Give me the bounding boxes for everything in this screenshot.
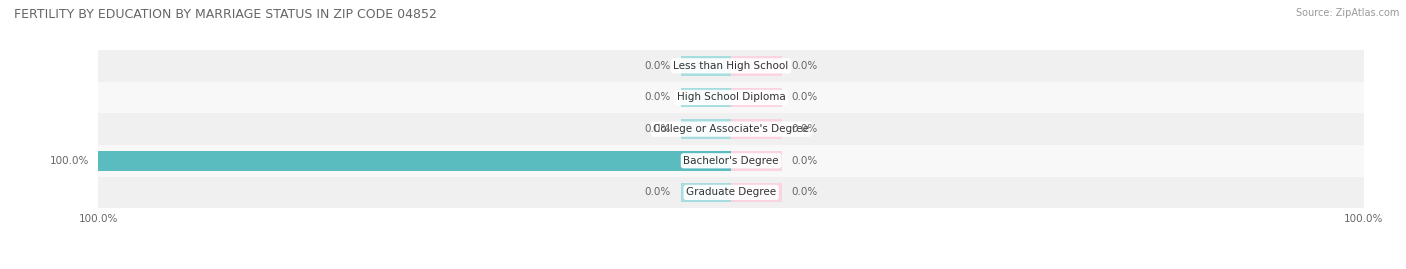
Text: 0.0%: 0.0%: [645, 61, 671, 71]
Text: College or Associate's Degree: College or Associate's Degree: [654, 124, 808, 134]
Text: Bachelor's Degree: Bachelor's Degree: [683, 156, 779, 166]
Bar: [681, 56, 731, 76]
Text: Graduate Degree: Graduate Degree: [686, 187, 776, 197]
Bar: [731, 183, 782, 202]
Bar: [731, 56, 782, 76]
Text: 0.0%: 0.0%: [792, 61, 817, 71]
Text: Source: ZipAtlas.com: Source: ZipAtlas.com: [1295, 8, 1399, 18]
Text: Less than High School: Less than High School: [673, 61, 789, 71]
Text: 0.0%: 0.0%: [645, 187, 671, 197]
Bar: [681, 183, 731, 202]
Bar: [98, 82, 1364, 113]
Text: 0.0%: 0.0%: [792, 187, 817, 197]
Text: 0.0%: 0.0%: [792, 156, 817, 166]
Bar: [98, 50, 1364, 82]
Bar: [98, 151, 731, 171]
Text: 0.0%: 0.0%: [792, 124, 817, 134]
Bar: [731, 151, 782, 171]
Text: FERTILITY BY EDUCATION BY MARRIAGE STATUS IN ZIP CODE 04852: FERTILITY BY EDUCATION BY MARRIAGE STATU…: [14, 8, 437, 21]
Text: 100.0%: 100.0%: [49, 156, 89, 166]
Bar: [98, 145, 1364, 176]
Bar: [731, 88, 782, 107]
Bar: [98, 151, 731, 171]
Text: 0.0%: 0.0%: [792, 93, 817, 102]
Bar: [681, 119, 731, 139]
Bar: [681, 88, 731, 107]
Bar: [731, 119, 782, 139]
Text: 0.0%: 0.0%: [645, 93, 671, 102]
Bar: [98, 113, 1364, 145]
Text: 0.0%: 0.0%: [645, 124, 671, 134]
Bar: [98, 176, 1364, 208]
Text: High School Diploma: High School Diploma: [676, 93, 786, 102]
